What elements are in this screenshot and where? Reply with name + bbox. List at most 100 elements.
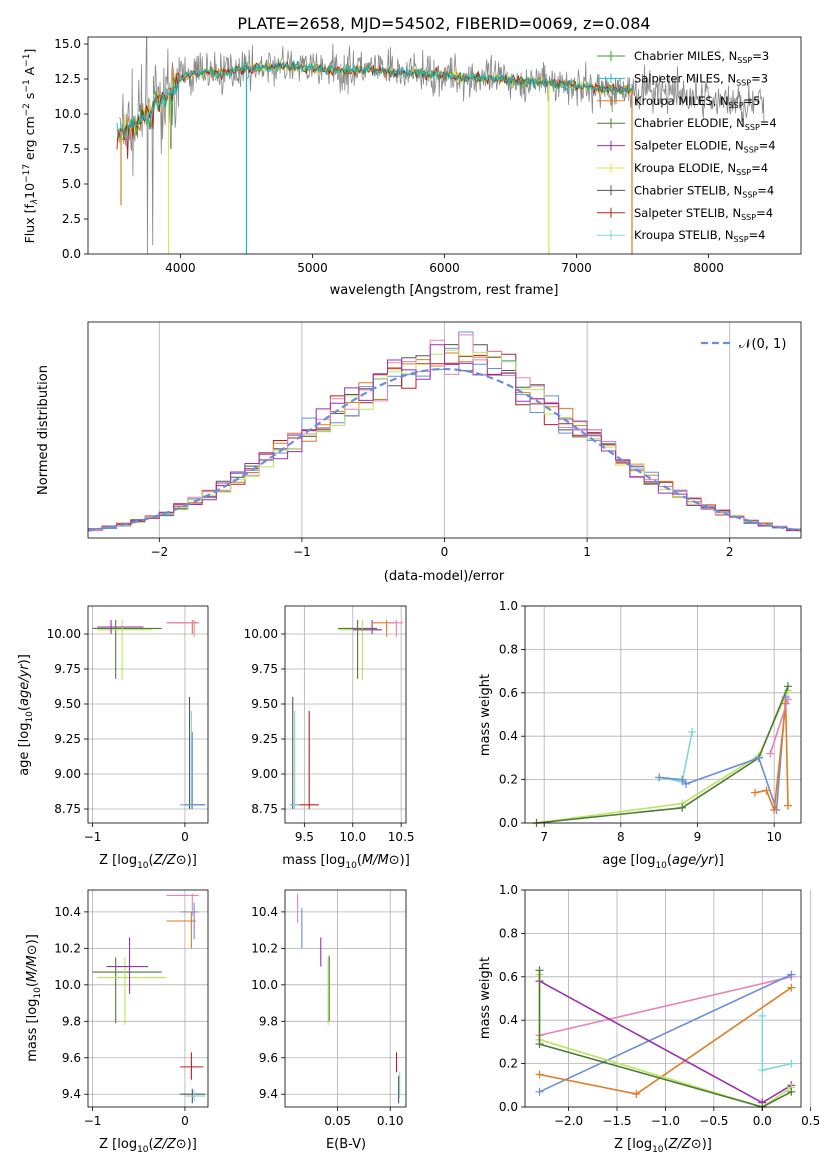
text-part: ( <box>664 1137 669 1152</box>
massebv-ytick-label: 9.4 <box>259 1087 278 1101</box>
agez-ytick-label: 9.25 <box>54 732 81 746</box>
wz-series-0 <box>539 976 792 1037</box>
text-part: Z [log <box>99 1137 137 1152</box>
wz-ytick-label: 0.0 <box>499 1100 518 1114</box>
legend-label-suffix: =4 <box>759 139 776 153</box>
subscript: 10 <box>25 711 35 723</box>
agem-ytick-label: 10.00 <box>244 627 278 641</box>
wz-point <box>632 1089 641 1098</box>
text-part: ( <box>17 706 32 711</box>
hist-xtick-label: −1 <box>293 545 311 559</box>
text-part: ( <box>357 853 362 868</box>
wage-xtick-label: 9 <box>694 830 702 844</box>
ylabel-part: erg cm <box>22 116 37 164</box>
wage-ytick-label: 0.4 <box>499 729 518 743</box>
wage-series-2 <box>659 731 693 783</box>
wage-point <box>766 749 775 758</box>
agez-ytick-label: 9.50 <box>54 697 81 711</box>
wz-point <box>787 983 796 992</box>
wz-point <box>787 1059 796 1068</box>
spectrum-ylabel: Flux [fλ10−17 erg cm−2 s−1 A−1] <box>22 49 40 244</box>
spectrum-ytick-label: 7.5 <box>62 142 81 156</box>
spectrum-plot-area <box>116 37 765 254</box>
panel-age-vs-mass: 9.5 10.0 10.5 8.75 9.00 9.25 9.50 9.75 10.00 mass… <box>244 605 415 871</box>
massebv-ytick-label: 10.4 <box>251 905 278 919</box>
agem-point-6 <box>289 711 300 809</box>
massz-plot-area <box>88 890 208 1107</box>
agem-point-4 <box>389 620 404 637</box>
wage-plot-area <box>525 605 801 827</box>
wage-point <box>682 779 690 788</box>
text-part: ( <box>149 1137 154 1152</box>
massz-point-1 <box>97 957 167 1025</box>
spectrum-model-salpeter_miles <box>116 59 632 140</box>
legend-label-text: Kroupa MILES, N <box>634 94 729 108</box>
agem-plot-area <box>285 606 406 823</box>
agem-xtick-label: 10.5 <box>388 830 415 844</box>
text-part: )] <box>187 853 197 868</box>
spectrum-ytick-label: 2.5 <box>62 212 81 226</box>
hist-xtick-label: 0 <box>441 545 449 559</box>
wz-xlabel: Z [log10(Z/Z⊙)] <box>614 1137 712 1155</box>
massebv-xtick-label: 0.10 <box>377 1114 404 1128</box>
text-part: age [log <box>17 723 32 776</box>
legend-label-text: Chabrier ELODIE, N <box>634 116 745 130</box>
agez-xtick-label: −1 <box>84 830 102 844</box>
legend-label-text: Chabrier MILES, N <box>634 49 737 63</box>
agem-point-1 <box>338 620 382 681</box>
text-part: )] <box>17 654 32 664</box>
legend-label-text: Salpeter ELODIE, N <box>634 139 744 153</box>
text-part: Z/Z⊙ <box>153 853 187 868</box>
wz-point <box>787 1087 796 1096</box>
text-part: M/M⊙ <box>362 853 400 868</box>
wage-point <box>688 727 697 736</box>
agem-point-0 <box>338 620 377 679</box>
spectrum-observed-line <box>119 37 765 254</box>
massebv-xlabel: E(B-V) <box>326 1137 366 1152</box>
massebv-plot-area <box>285 890 406 1107</box>
agem-ytick-label: 9.50 <box>251 697 278 711</box>
wz-xtick-label: 0.5 <box>801 1114 819 1128</box>
massz-point-0 <box>92 957 162 1024</box>
massz-ytick-label: 10.4 <box>54 905 81 919</box>
agem-point-7 <box>299 711 319 809</box>
wage-ytick-label: 0.2 <box>499 773 518 787</box>
spectrum-xtick-label: 8000 <box>693 261 724 275</box>
wz-point <box>758 1011 767 1020</box>
legend-label: Kroupa MILES, NSSP=5 <box>634 94 760 110</box>
hist-plot-area <box>88 322 801 538</box>
ylabel-part: −17 <box>22 164 32 183</box>
massz-xtick-label: 0 <box>181 1114 189 1128</box>
wage-ytick-label: 1.0 <box>499 599 518 613</box>
massz-point-6 <box>180 1052 204 1080</box>
wage-point <box>754 753 763 762</box>
panel-mass-vs-metallicity: −1 09.49.69.810.010.210.4Z [log10(Z/Z⊙)]m… <box>25 889 209 1155</box>
agem-xtick-label: 10.0 <box>339 830 366 844</box>
text-part: ( <box>667 853 672 868</box>
legend-label: Kroupa ELODIE, NSSP=4 <box>634 161 768 177</box>
text-part: ( <box>149 853 154 868</box>
legend-label-suffix: =4 <box>760 116 777 130</box>
spectrum-ytick-label: 12.5 <box>54 72 81 86</box>
spectrum-frame <box>87 36 802 255</box>
ylabel-part: −2 <box>22 103 32 116</box>
wz-point <box>758 1066 767 1075</box>
ylabel-part: −1 <box>22 54 32 67</box>
wage-xtick-label: 8 <box>617 830 625 844</box>
wage-frame <box>524 605 802 824</box>
spectrum-ytick-label: 5.0 <box>62 177 81 191</box>
agem-xtick-label: 9.5 <box>295 830 314 844</box>
text-part: M/M⊙ <box>25 944 40 982</box>
subscript: 10 <box>345 861 357 871</box>
hist-legend-label: 𝒩(0, 1) <box>739 337 786 352</box>
text-part: Z/Z⊙ <box>153 1137 187 1152</box>
legend-label: Chabrier ELODIE, NSSP=4 <box>634 116 777 132</box>
legend-label-sub: SSP <box>736 168 751 177</box>
hist-ylabel: Normed distribution <box>36 365 51 495</box>
agez-point-1 <box>97 620 153 681</box>
wage-point <box>678 775 687 784</box>
agez-point-7 <box>184 732 206 809</box>
wz-series-1 <box>539 973 792 1093</box>
